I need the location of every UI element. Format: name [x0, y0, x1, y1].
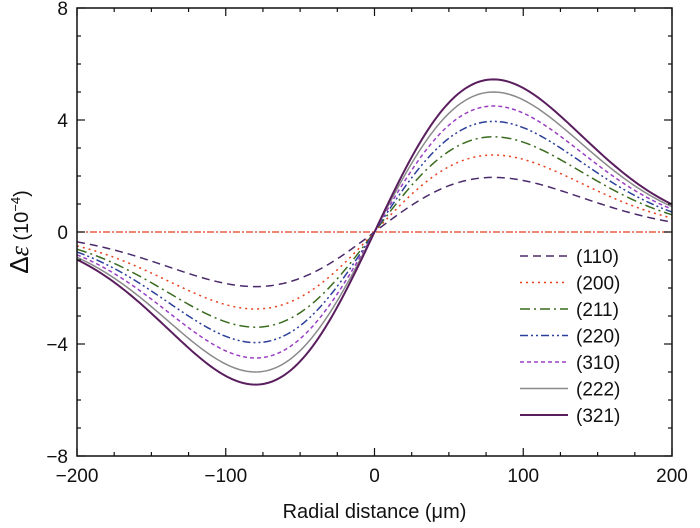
y-tick-label: 4 — [57, 111, 68, 132]
x-tick-label: −200 — [56, 466, 99, 487]
x-tick-label: 200 — [656, 466, 688, 487]
legend-label: (321) — [576, 406, 620, 427]
series-line-321 — [76, 78, 673, 386]
y-tick-label: 0 — [57, 223, 68, 244]
legend-label: (310) — [576, 353, 620, 374]
legend-label: (222) — [576, 380, 620, 401]
y-tick-label: −4 — [46, 335, 68, 356]
plot-layer — [76, 78, 673, 386]
legend-label: (220) — [576, 327, 620, 348]
legend-label: (110) — [576, 247, 619, 268]
ticks-layer: −200 −100 0 100 200 −8 −4 0 4 8 — [46, 0, 688, 487]
y-axis-title: Δε (10−4) — [4, 190, 34, 274]
y-axis-title-delta: Δ — [4, 256, 34, 273]
y-axis-title-unit-close: ) — [11, 190, 33, 197]
legend: (110) (200) (211) (220) (310) (222) (321) — [520, 247, 620, 427]
x-tick-label: 0 — [369, 466, 380, 487]
x-tick-label: −100 — [204, 466, 247, 487]
y-tick-label: −8 — [46, 447, 68, 468]
y-tick-label: 8 — [57, 0, 68, 20]
legend-label: (211) — [576, 300, 619, 321]
x-axis-title: Radial distance (μm) — [283, 501, 467, 523]
legend-label: (200) — [576, 274, 620, 295]
x-tick-label: 100 — [507, 466, 539, 487]
y-axis-title-unit: (10 — [11, 212, 33, 246]
y-axis-title-unit-exponent: −4 — [8, 197, 23, 212]
y-axis-title-epsilon: ε — [5, 245, 34, 256]
